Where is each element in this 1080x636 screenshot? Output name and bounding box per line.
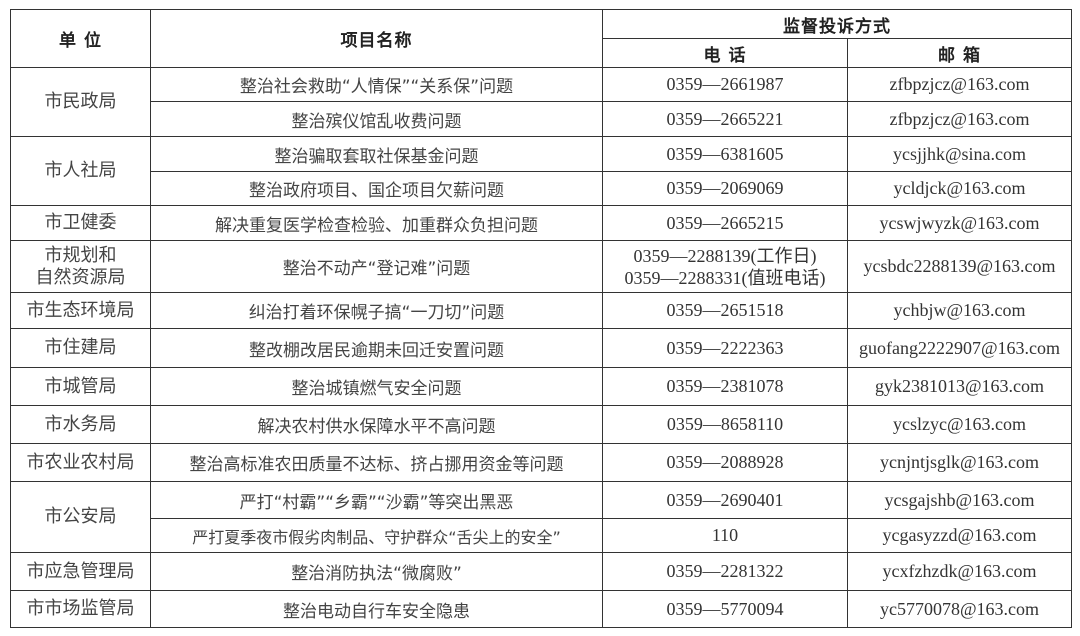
email-cell: zfbpzjcz@163.com	[847, 101, 1072, 137]
project-cell: 严打夏季夜市假劣肉制品、守护群众“舌尖上的安全”	[150, 518, 603, 553]
project-cell: 整治高标准农田质量不达标、挤占挪用资金等问题	[150, 443, 603, 482]
table-row: 市农业农村局 整治高标准农田质量不达标、挤占挪用资金等问题 0359—2088928…	[10, 443, 1072, 482]
phone-cell: 0359—2690401	[602, 481, 848, 519]
unit-cell: 市水务局	[10, 405, 151, 444]
header-phone: 电 话	[602, 38, 848, 68]
unit-cell: 市农业农村局	[10, 443, 151, 482]
table-row: 市卫健委 解决重复医学检查检验、加重群众负担问题 0359—2665215 ycswj…	[10, 205, 1072, 241]
unit-cell: 市人社局	[10, 136, 151, 206]
email-cell: ycldjck@163.com	[847, 171, 1072, 206]
phone-cell: 0359—2665215	[602, 205, 848, 241]
unit-cell: 市生态环境局	[10, 292, 151, 329]
phone-cell: 0359—2381078	[602, 367, 848, 406]
table-row: 市规划和 自然资源局 整治不动产“登记难”问题 0359—2288139(工作日) 03…	[10, 240, 1072, 293]
project-cell: 解决重复医学检查检验、加重群众负担问题	[150, 205, 603, 241]
unit-cell: 市民政局	[10, 67, 151, 137]
email-cell: ychbjw@163.com	[847, 292, 1072, 329]
table-row: 整治殡仪馆乱收费问题 0359—2665221 zfbpzjcz@163.com	[11, 101, 1072, 137]
email-cell: ycgasyzzd@163.com	[847, 518, 1072, 553]
unit-cell: 市城管局	[10, 367, 151, 406]
header-email: 邮 箱	[847, 38, 1072, 68]
unit-line: 自然资源局	[35, 266, 126, 288]
phone-cell: 0359—2222363	[602, 328, 848, 368]
unit-cell: 市住建局	[10, 328, 151, 368]
phone-cell: 0359—2069069	[602, 171, 848, 206]
project-cell: 解决农村供水保障水平不高问题	[150, 405, 603, 444]
project-cell: 整改棚改居民逾期未回迁安置问题	[150, 328, 603, 368]
email-cell: guofang2222907@163.com	[847, 328, 1072, 368]
phone-cell: 0359—2665221	[602, 101, 848, 137]
table-row: 市民政局 整治社会救助“人情保”“关系保”问题 0359—2661987 zfbpzj…	[10, 67, 1072, 137]
email-cell: ycnjntjsglk@163.com	[847, 443, 1072, 482]
phone-cell: 0359—6381605	[602, 136, 848, 172]
email-cell: ycswjwyzk@163.com	[847, 205, 1072, 241]
project-cell: 整治电动自行车安全隐患	[150, 590, 603, 628]
project-cell: 严打“村霸”“乡霸”“沙霸”等突出黑恶	[150, 481, 603, 519]
phone-cell: 110	[602, 518, 848, 553]
phone-cell: 0359—2281322	[602, 552, 848, 591]
email-cell: ycxfzhzdk@163.com	[847, 552, 1072, 591]
phone-line: 0359—2288331(值班电话)	[624, 267, 826, 288]
email-cell: ycsjjhk@sina.com	[847, 136, 1072, 172]
table-row: 市市场监管局 整治电动自行车安全隐患 0359—5770094 yc5770078@1…	[10, 590, 1072, 628]
email-cell: zfbpzjcz@163.com	[847, 67, 1072, 102]
project-cell: 纠治打着环保幌子搞“一刀切”问题	[150, 292, 603, 329]
phone-cell: 0359—2288139(工作日) 0359—2288331(值班电话)	[602, 240, 848, 293]
unit-cell: 市规划和 自然资源局	[10, 240, 151, 293]
project-cell: 整治骗取套取社保基金问题	[150, 136, 603, 172]
table-row: 市公安局 严打“村霸”“乡霸”“沙霸”等突出黑恶 0359—2690401 ycsga…	[10, 481, 1072, 553]
unit-line: 市规划和	[44, 244, 117, 266]
table-row: 市住建局 整改棚改居民逾期未回迁安置问题 0359—2222363 guofang22…	[10, 328, 1072, 368]
header-contact: 监督投诉方式	[602, 9, 1072, 39]
table-row: 市水务局 解决农村供水保障水平不高问题 0359—8658110 ycslzyc@16…	[10, 405, 1072, 444]
email-cell: ycsgajshb@163.com	[847, 481, 1072, 519]
phone-cell: 0359—5770094	[602, 590, 848, 628]
table-row: 严打夏季夜市假劣肉制品、守护群众“舌尖上的安全” 110 ycgasyzzd@163…	[11, 518, 1072, 553]
project-cell: 整治政府项目、国企项目欠薪问题	[150, 171, 603, 206]
project-cell: 整治城镇燃气安全问题	[150, 367, 603, 406]
unit-cell: 市公安局	[10, 481, 151, 553]
email-cell: yc5770078@163.com	[847, 590, 1072, 628]
email-cell: ycslzyc@163.com	[847, 405, 1072, 444]
project-cell: 整治殡仪馆乱收费问题	[150, 101, 603, 137]
project-cell: 整治社会救助“人情保”“关系保”问题	[150, 67, 603, 102]
project-cell: 整治不动产“登记难”问题	[150, 240, 603, 293]
phone-cell: 0359—2088928	[602, 443, 848, 482]
project-cell: 整治消防执法“微腐败”	[150, 552, 603, 591]
phone-cell: 0359—8658110	[602, 405, 848, 444]
email-cell: ycsbdc2288139@163.com	[847, 240, 1072, 293]
unit-cell: 市市场监管局	[10, 590, 151, 628]
unit-cell: 市应急管理局	[10, 552, 151, 591]
table-row: 整治政府项目、国企项目欠薪问题 0359—2069069 ycldjck@163.c…	[11, 171, 1072, 206]
table-row: 市生态环境局 纠治打着环保幌子搞“一刀切”问题 0359—2651518 ychbjw…	[10, 292, 1072, 329]
header-project: 项目名称	[150, 9, 603, 68]
phone-cell: 0359—2651518	[602, 292, 848, 329]
table-row: 市应急管理局 整治消防执法“微腐败” 0359—2281322 ycxfzhzdk@1…	[10, 552, 1072, 591]
table-row: 市人社局 整治骗取套取社保基金问题 0359—6381605 ycsjjhk@sina…	[10, 136, 1072, 206]
supervision-table: 单 位 项目名称 监督投诉方式 电 话 邮 箱 市民政局 整治社会救助“人情保”“…	[10, 9, 1072, 628]
phone-line: 0359—2288139(工作日)	[633, 245, 817, 266]
email-cell: gyk2381013@163.com	[847, 367, 1072, 406]
header-unit: 单 位	[10, 9, 151, 68]
table-row: 市城管局 整治城镇燃气安全问题 0359—2381078 gyk2381013@163…	[10, 367, 1072, 406]
unit-cell: 市卫健委	[10, 205, 151, 241]
phone-cell: 0359—2661987	[602, 67, 848, 102]
